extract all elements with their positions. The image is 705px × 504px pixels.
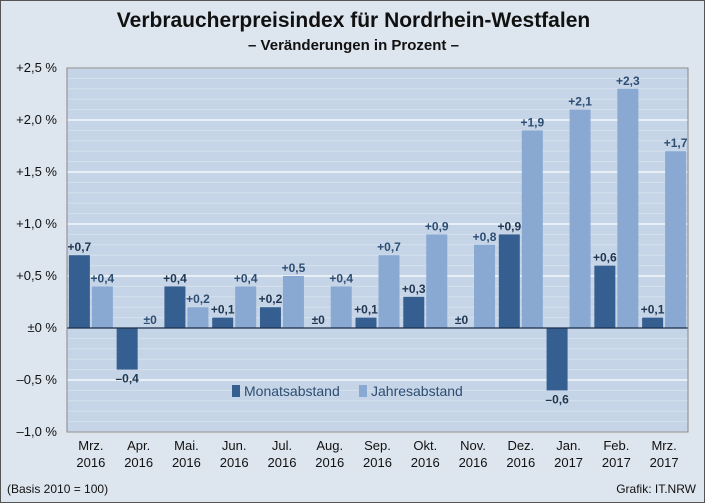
legend-label-monatsabstand: Monatsabstand bbox=[244, 383, 340, 399]
data-label: +0,2 bbox=[186, 292, 210, 306]
legend-swatch-monatsabstand bbox=[232, 385, 240, 397]
x-tick-label: 2016 bbox=[124, 455, 153, 470]
data-label: +2,3 bbox=[616, 74, 640, 88]
x-tick-label: Mrz. bbox=[651, 438, 676, 453]
data-label: +0,7 bbox=[377, 240, 401, 254]
data-label: –0,4 bbox=[115, 372, 139, 386]
bar-jahresabstand bbox=[282, 276, 304, 328]
x-tick-label: Apr. bbox=[127, 438, 150, 453]
bar-monatsabstand bbox=[68, 255, 90, 328]
data-label: +2,1 bbox=[568, 95, 592, 109]
x-tick-label: 2016 bbox=[363, 455, 392, 470]
x-tick-label: 2017 bbox=[650, 455, 679, 470]
bar-monatsabstand bbox=[403, 296, 425, 328]
chart-title: Verbraucherpreisindex für Nordrhein-West… bbox=[116, 9, 591, 32]
y-tick-label: +1,5 % bbox=[16, 164, 57, 179]
x-tick-label: Jan. bbox=[556, 438, 581, 453]
y-tick-label: +0,5 % bbox=[16, 268, 57, 283]
bar-monatsabstand bbox=[259, 307, 281, 328]
data-label: +0,2 bbox=[259, 292, 283, 306]
bar-jahresabstand bbox=[235, 286, 257, 328]
y-tick-label: +2,0 % bbox=[16, 112, 57, 127]
data-label: +0,9 bbox=[497, 219, 521, 233]
x-tick-label: Aug. bbox=[316, 438, 343, 453]
x-tick-label: Jul. bbox=[272, 438, 292, 453]
data-label: ±0 bbox=[312, 313, 326, 327]
x-tick-label: Mai. bbox=[174, 438, 199, 453]
x-tick-label: Sep. bbox=[364, 438, 391, 453]
bar-monatsabstand bbox=[546, 328, 568, 391]
data-label: ±0 bbox=[455, 313, 469, 327]
bar-jahresabstand bbox=[521, 130, 543, 328]
data-label: +0,5 bbox=[282, 261, 306, 275]
data-label: +0,4 bbox=[329, 271, 353, 285]
bar-jahresabstand bbox=[474, 244, 496, 328]
x-tick-label: 2016 bbox=[459, 455, 488, 470]
bar-monatsabstand bbox=[212, 317, 234, 328]
x-tick-label: 2017 bbox=[602, 455, 631, 470]
data-label: +1,7 bbox=[664, 136, 688, 150]
x-tick-label: 2016 bbox=[411, 455, 440, 470]
bar-monatsabstand bbox=[642, 317, 664, 328]
data-label: –0,6 bbox=[545, 392, 569, 406]
legend-label-jahresabstand: Jahresabstand bbox=[371, 383, 463, 399]
x-tick-label: Okt. bbox=[413, 438, 437, 453]
data-label: +0,1 bbox=[641, 303, 665, 317]
bar-jahresabstand bbox=[378, 255, 400, 328]
data-label: +0,4 bbox=[163, 271, 187, 285]
plot-border bbox=[66, 67, 689, 433]
x-tick-label: 2016 bbox=[220, 455, 249, 470]
x-tick-label: 2016 bbox=[506, 455, 535, 470]
bar-jahresabstand bbox=[330, 286, 352, 328]
y-tick-label: –0,5 % bbox=[17, 372, 58, 387]
x-tick-label: Mrz. bbox=[78, 438, 103, 453]
bar-jahresabstand bbox=[426, 234, 448, 328]
source-credit: Grafik: IT.NRW bbox=[616, 482, 696, 496]
y-tick-label: +2,5 % bbox=[16, 60, 57, 75]
data-label: +0,6 bbox=[593, 251, 617, 265]
data-label: +0,4 bbox=[91, 271, 115, 285]
x-tick-label: 2016 bbox=[76, 455, 105, 470]
legend-swatch-jahresabstand bbox=[359, 385, 367, 397]
bar-jahresabstand bbox=[617, 88, 639, 328]
x-tick-label: 2017 bbox=[554, 455, 583, 470]
y-tick-label: ±0 % bbox=[27, 320, 57, 335]
x-tick-label: Jun. bbox=[222, 438, 247, 453]
data-label: +1,9 bbox=[520, 115, 544, 129]
base-note: (Basis 2010 = 100) bbox=[7, 482, 109, 496]
data-label: +0,8 bbox=[473, 230, 497, 244]
bar-jahresabstand bbox=[91, 286, 113, 328]
bar-monatsabstand bbox=[164, 286, 186, 328]
x-tick-label: 2016 bbox=[268, 455, 297, 470]
bar-jahresabstand bbox=[187, 307, 209, 328]
x-tick-label: Nov. bbox=[460, 438, 486, 453]
data-label: ±0 bbox=[144, 313, 158, 327]
bar-monatsabstand bbox=[498, 234, 520, 328]
x-tick-label: 2016 bbox=[315, 455, 344, 470]
bar-jahresabstand bbox=[569, 109, 591, 328]
data-label: +0,1 bbox=[354, 303, 378, 317]
chart-subtitle: – Veränderungen in Prozent – bbox=[248, 37, 459, 54]
data-label: +0,3 bbox=[402, 282, 426, 296]
y-tick-label: +1,0 % bbox=[16, 216, 57, 231]
data-label: +0,4 bbox=[234, 271, 258, 285]
bar-jahresabstand bbox=[665, 151, 687, 328]
x-tick-label: 2016 bbox=[172, 455, 201, 470]
bar-monatsabstand bbox=[355, 317, 377, 328]
bar-monatsabstand bbox=[594, 265, 616, 328]
x-tick-label: Feb. bbox=[603, 438, 629, 453]
y-tick-label: –1,0 % bbox=[17, 424, 58, 439]
x-tick-label: Dez. bbox=[507, 438, 534, 453]
data-label: +0,7 bbox=[68, 240, 92, 254]
bar-monatsabstand bbox=[116, 328, 138, 370]
data-label: +0,1 bbox=[211, 303, 235, 317]
data-label: +0,9 bbox=[425, 219, 449, 233]
